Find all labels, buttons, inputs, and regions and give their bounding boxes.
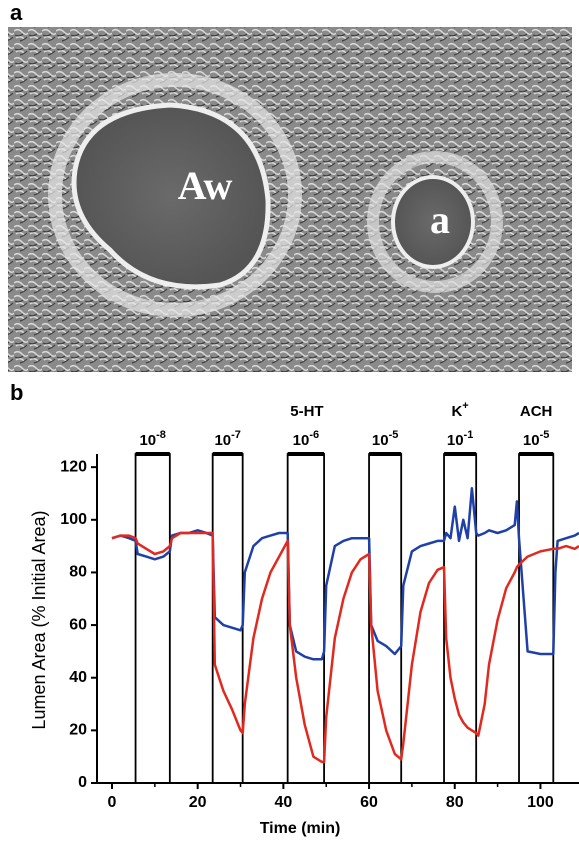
stimulus-exponent: -7 [231, 429, 241, 441]
stimulus-exponent: -6 [309, 429, 319, 441]
y-tick-label: 20 [69, 722, 87, 739]
panel-label: a [10, 0, 23, 25]
agent-name: K [451, 403, 462, 420]
y-tick-label: 40 [69, 669, 87, 686]
agent-label: K+ [451, 400, 468, 420]
stimulus-exponent: -5 [540, 429, 550, 441]
x-axis-label: Time (min) [260, 820, 341, 837]
stimulus-box [134, 453, 171, 783]
y-tick-label: 60 [69, 616, 87, 633]
agent-label: ACH [520, 403, 553, 420]
x-tick-label: 0 [108, 794, 117, 811]
stimulus-base: 10 [372, 432, 389, 449]
panel-label: b [10, 380, 23, 405]
stimulus-exponent: -8 [156, 429, 166, 441]
x-tick-label: 100 [527, 794, 554, 811]
region-label: Aw [178, 163, 233, 208]
region-label: a [430, 197, 450, 242]
data-line [111, 531, 579, 764]
y-axis-label: Lumen Area (% Initial Area) [29, 510, 49, 729]
x-tick-label: 80 [446, 794, 464, 811]
x-tick-label: 60 [360, 794, 378, 811]
stimulus-label: 10-8 [139, 429, 165, 449]
y-tick-label: 80 [69, 564, 87, 581]
agent-name: ACH [520, 403, 553, 420]
stimulus-base: 10 [139, 432, 156, 449]
stimulus-label: 10-5 [523, 429, 549, 449]
y-tick-label: 100 [60, 511, 87, 528]
y-tick-label: 0 [78, 774, 87, 791]
agent-name: 5-HT [290, 403, 323, 420]
stimulus-label: 10-5 [372, 429, 398, 449]
stimulus-label: 10-1 [447, 429, 473, 449]
stimulus-base: 10 [214, 432, 231, 449]
x-tick-label: 40 [274, 794, 292, 811]
stimulus-label: 10-7 [214, 429, 240, 449]
agent-label: 5-HT [290, 403, 323, 420]
stimulus-exponent: -5 [389, 429, 399, 441]
x-tick-label: 20 [189, 794, 207, 811]
stimulus-base: 10 [447, 432, 464, 449]
data-line [111, 486, 579, 661]
agent-superscript: + [462, 400, 468, 412]
stimulus-base: 10 [523, 432, 540, 449]
stimulus-label: 10-6 [293, 429, 319, 449]
micrograph [8, 27, 572, 372]
stimulus-box [368, 453, 403, 783]
y-tick-label: 120 [60, 458, 87, 475]
stimulus-exponent: -1 [464, 429, 474, 441]
stimulus-base: 10 [293, 432, 310, 449]
